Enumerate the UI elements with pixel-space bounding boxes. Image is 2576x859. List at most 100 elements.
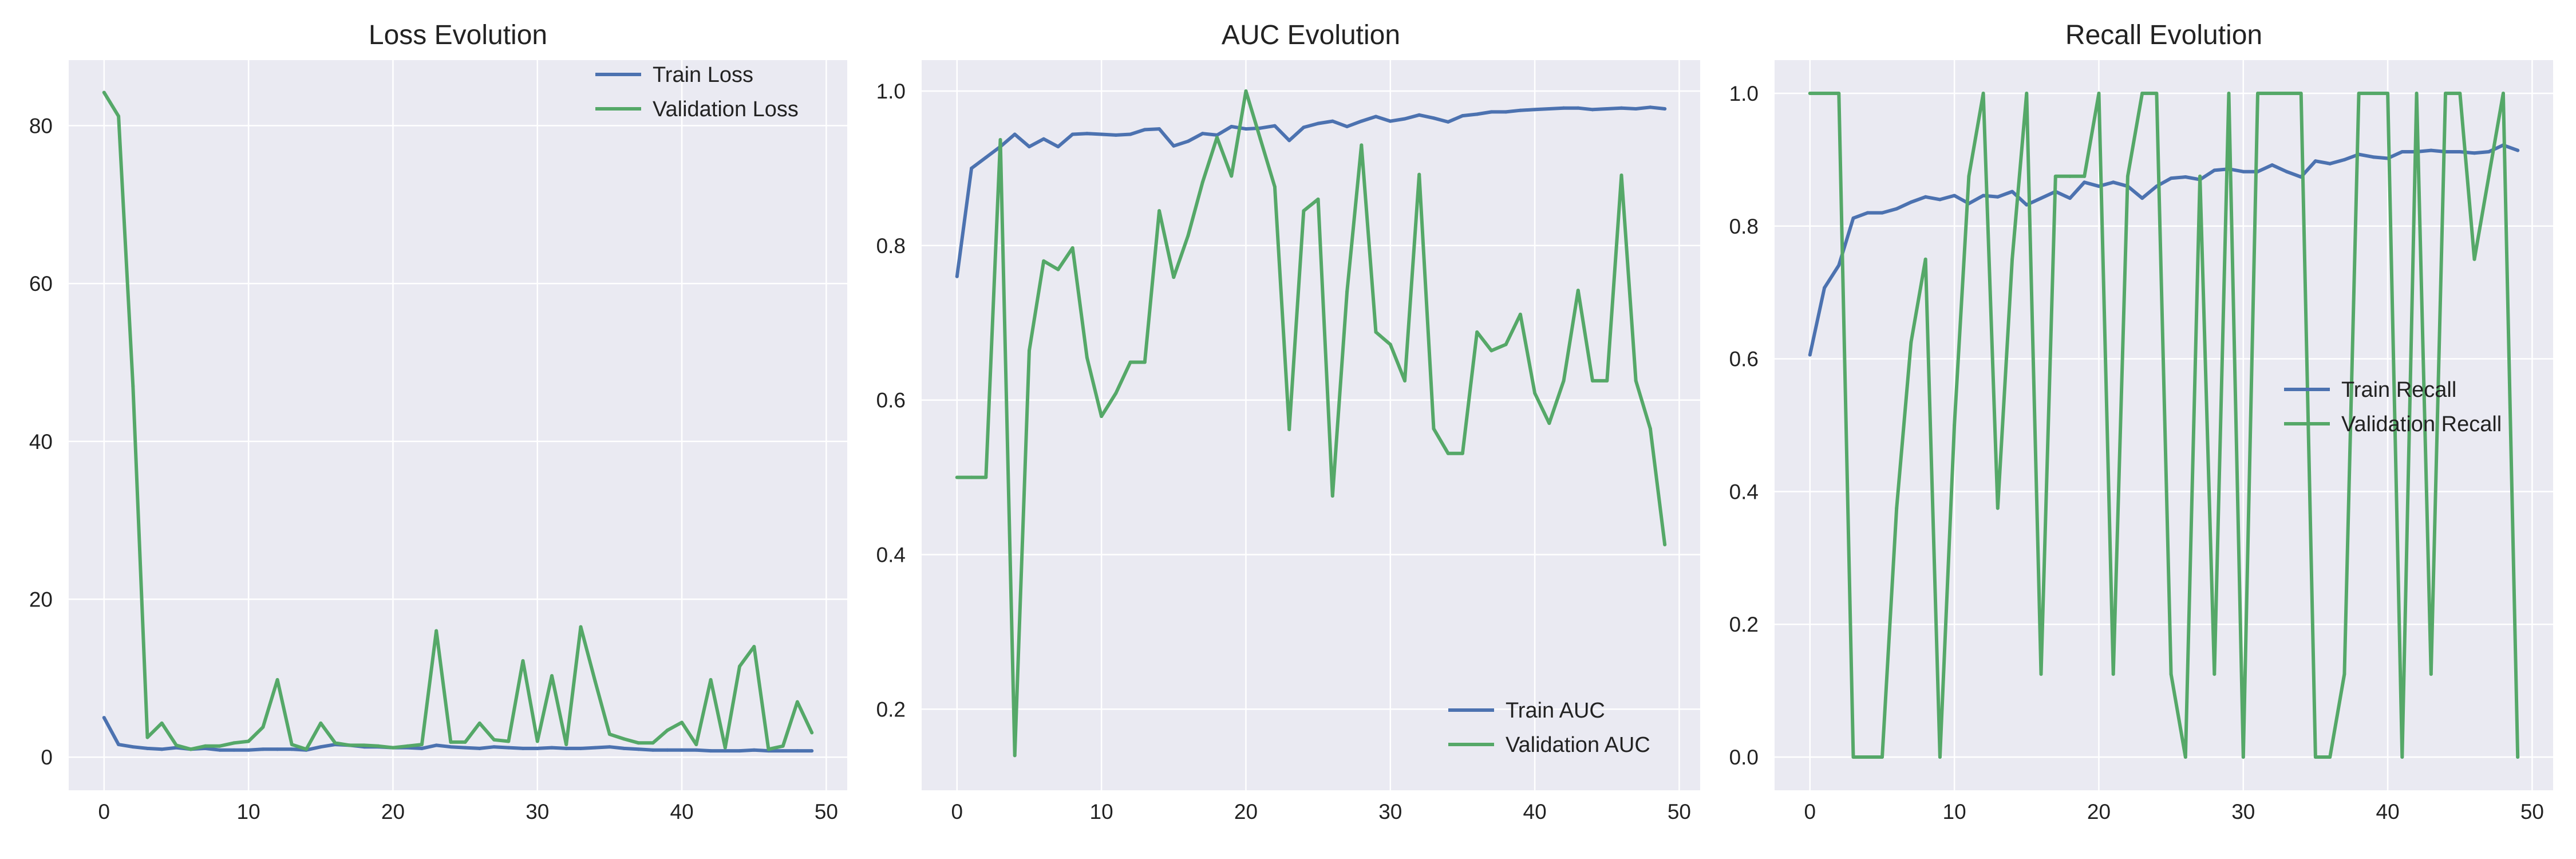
- recall-validation-point: [1953, 423, 1957, 427]
- auc-x-tick-label: 20: [1234, 800, 1258, 823]
- loss-chart-title: Loss Evolution: [369, 20, 547, 50]
- recall-validation-point: [2429, 672, 2433, 676]
- recall-legend-label: Train Recall: [2341, 378, 2456, 402]
- recall-validation-point: [1808, 91, 1812, 95]
- recall-validation-point: [2328, 755, 2332, 759]
- recall-train-point: [2183, 175, 2187, 179]
- auc-validation-point: [1648, 427, 1652, 431]
- recall-validation-point: [2400, 755, 2404, 759]
- loss-validation-point: [145, 735, 149, 739]
- auc-validation-point: [1360, 143, 1364, 147]
- loss-validation-point: [218, 744, 222, 748]
- auc-validation-point: [1460, 451, 1464, 455]
- loss-validation-point: [781, 744, 785, 748]
- loss-validation-point: [579, 625, 583, 629]
- loss-validation-point: [434, 629, 438, 633]
- recall-x-tick-label: 50: [2520, 800, 2544, 823]
- auc-train-point: [1114, 133, 1118, 137]
- auc-validation-point: [1345, 290, 1349, 294]
- loss-validation-point: [607, 732, 611, 736]
- auc-validation-point: [1143, 360, 1147, 364]
- loss-validation-point: [651, 741, 655, 745]
- recall-y-tick-label: 0.8: [1729, 215, 1759, 238]
- recall-train-point: [1909, 200, 1913, 204]
- loss-train-point: [752, 748, 756, 752]
- auc-train-point: [1634, 107, 1638, 111]
- recall-train-line: [1808, 143, 2520, 357]
- loss-train-point: [247, 748, 251, 752]
- recall-train-point: [2083, 180, 2087, 184]
- recall-train-point: [1823, 286, 1827, 290]
- auc-train-point: [984, 156, 988, 159]
- auc-train-point: [1042, 137, 1046, 141]
- loss-validation-point: [377, 744, 381, 748]
- loss-plot-area: [69, 60, 847, 790]
- loss-validation-point: [117, 114, 121, 118]
- recall-validation-point: [2097, 91, 2101, 95]
- auc-train-point: [1200, 132, 1204, 136]
- auc-train-point: [1504, 110, 1508, 114]
- auc-train-point: [1143, 128, 1147, 132]
- auc-validation-point: [984, 475, 988, 479]
- recall-y-tick-label: 1.0: [1729, 82, 1759, 105]
- recall-train-point: [2342, 157, 2346, 161]
- auc-validation-point: [1013, 754, 1017, 758]
- recall-validation-point: [2516, 755, 2520, 759]
- auc-validation-point: [1157, 209, 1161, 213]
- auc-validation-point: [1027, 349, 1031, 353]
- loss-validation-point: [261, 725, 265, 729]
- loss-validation-point: [680, 720, 684, 724]
- auc-validation-point: [1128, 360, 1132, 364]
- recall-validation-point: [1823, 91, 1827, 95]
- loss-validation-point: [738, 664, 742, 668]
- recall-train-point: [2472, 151, 2476, 155]
- recall-validation-point: [2083, 174, 2087, 178]
- auc-validation-point: [1215, 135, 1219, 139]
- recall-validation-point: [2386, 91, 2390, 95]
- loss-train-point: [463, 746, 467, 750]
- loss-y-tick-label: 0: [41, 746, 53, 769]
- recall-train-point: [2010, 190, 2014, 194]
- auc-train-point: [1591, 108, 1595, 112]
- loss-validation-point: [564, 743, 568, 747]
- loss-validation-point: [232, 741, 236, 745]
- auc-validation-point: [1258, 137, 1262, 141]
- loss-y-tick-label: 80: [29, 114, 53, 137]
- loss-train-point: [160, 747, 164, 751]
- recall-train-point: [2516, 148, 2520, 152]
- loss-x-tick-label: 0: [98, 800, 110, 823]
- loss-validation-point: [593, 679, 597, 683]
- loss-validation-point: [290, 743, 294, 747]
- loss-train-point: [521, 746, 525, 750]
- loss-validation-point: [275, 678, 279, 682]
- auc-train-point: [1475, 112, 1479, 116]
- recall-x-tick-label: 30: [2231, 800, 2255, 823]
- auc-train-point: [1460, 114, 1464, 118]
- loss-train-point: [694, 748, 698, 752]
- recall-x-tick-label: 40: [2376, 800, 2400, 823]
- recall-validation-point: [2458, 91, 2462, 95]
- recall-validation-point: [2299, 91, 2303, 95]
- auc-train-point: [1316, 121, 1320, 125]
- loss-train-point: [723, 749, 727, 753]
- loss-x-tick-label: 50: [815, 800, 838, 823]
- loss-validation-point: [507, 739, 511, 743]
- loss-validation-point: [174, 743, 178, 747]
- loss-validation-point: [160, 721, 164, 725]
- recall-y-tick-label: 0.0: [1729, 746, 1759, 769]
- auc-train-point: [1562, 106, 1566, 110]
- recall-validation-point: [1938, 755, 1942, 759]
- auc-train-point: [1576, 106, 1580, 110]
- auc-validation-point: [1172, 275, 1176, 279]
- recall-validation-point: [2270, 91, 2274, 95]
- auc-validation-point: [1562, 379, 1566, 383]
- recall-validation-point: [1880, 755, 1884, 759]
- auc-train-point: [1330, 119, 1334, 123]
- loss-train-point: [290, 747, 294, 751]
- loss-train-point: [507, 746, 511, 750]
- loss-train-point: [810, 749, 814, 753]
- auc-y-tick-label: 0.2: [876, 698, 906, 721]
- auc-train-point: [1100, 132, 1104, 136]
- recall-validation-point: [2068, 174, 2072, 178]
- loss-train-point: [117, 743, 121, 747]
